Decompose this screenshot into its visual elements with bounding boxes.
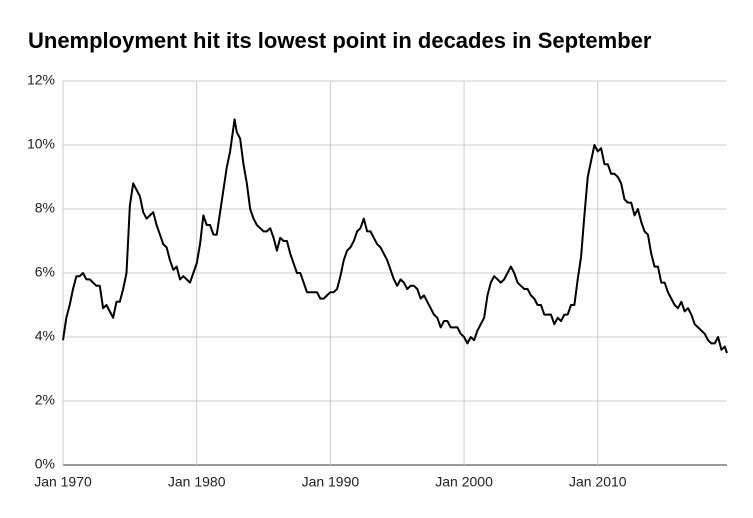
y-tick-label: 2% <box>35 392 55 408</box>
y-tick-label: 8% <box>35 200 55 216</box>
x-tick-label: Jan 1980 <box>168 474 226 490</box>
chart-title: Unemployment hit its lowest point in dec… <box>28 28 652 53</box>
line-series <box>62 118 728 354</box>
y-tick-label: 0% <box>35 456 55 472</box>
x-tick-label: Jan 1970 <box>34 474 92 490</box>
y-tick-label: 4% <box>35 328 55 344</box>
x-tick-label: Jan 2000 <box>435 474 493 490</box>
y-tick-label: 10% <box>27 136 55 152</box>
x-tick-label: Jan 1990 <box>302 474 360 490</box>
x-tick-label: Jan 2010 <box>569 474 627 490</box>
y-tick-label: 6% <box>35 264 55 280</box>
y-tick-label: 12% <box>27 72 55 88</box>
